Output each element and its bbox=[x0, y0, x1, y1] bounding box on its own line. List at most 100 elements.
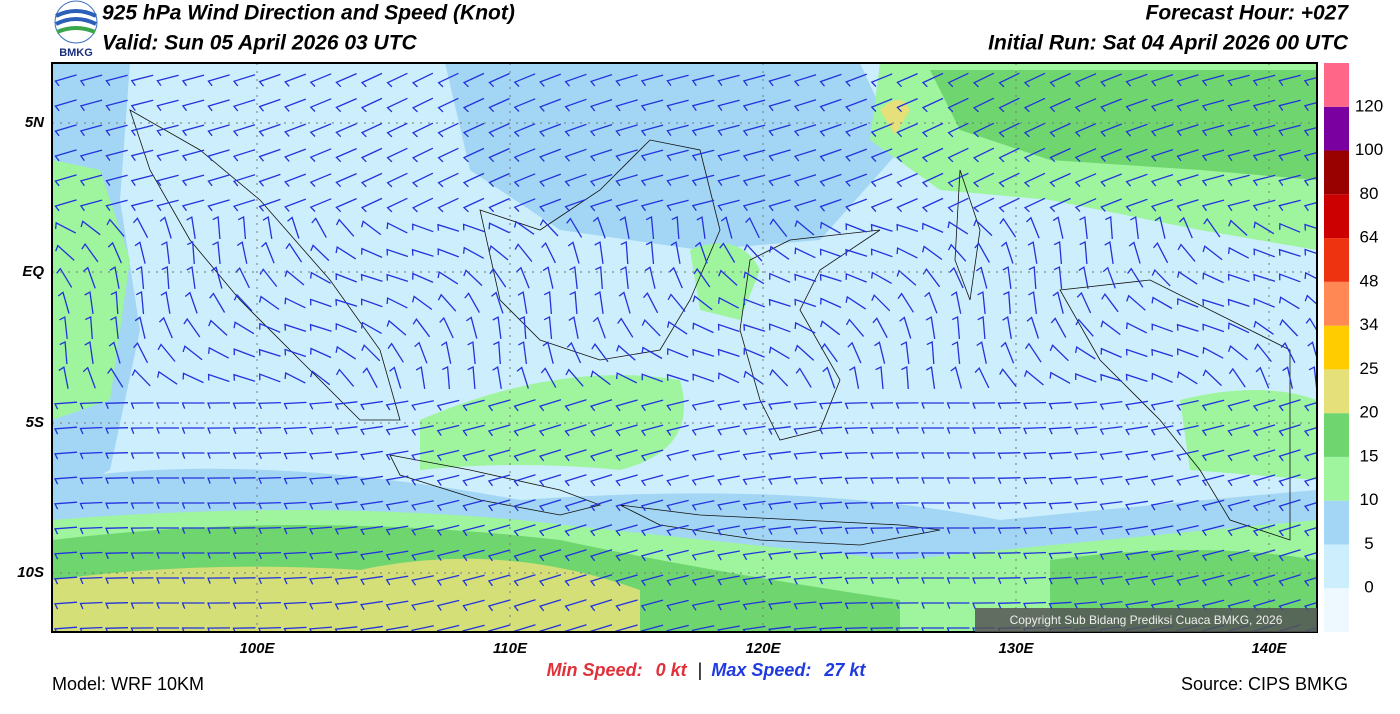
wind-barb bbox=[719, 242, 736, 263]
wind-barb bbox=[1227, 549, 1250, 562]
wind-barb bbox=[462, 197, 485, 213]
wind-barb bbox=[335, 173, 357, 188]
wind-barb bbox=[513, 424, 536, 437]
wind-barb bbox=[232, 602, 256, 609]
wind-barb bbox=[946, 577, 970, 584]
wind-barb bbox=[287, 216, 300, 239]
wind-barb bbox=[895, 577, 919, 584]
wind-barb bbox=[513, 123, 536, 137]
wind-barb bbox=[462, 399, 485, 412]
wind-barb bbox=[870, 73, 893, 87]
wind-barb bbox=[896, 98, 918, 113]
wind-barb bbox=[844, 576, 868, 585]
wind-barb bbox=[232, 552, 256, 559]
wind-barb bbox=[411, 575, 434, 586]
wind-barb bbox=[921, 602, 944, 609]
wind-barb bbox=[232, 427, 256, 434]
wind-barb bbox=[896, 173, 918, 188]
wind-barb bbox=[1227, 74, 1250, 87]
wind-barb bbox=[768, 174, 791, 187]
wind-barb bbox=[1177, 297, 1199, 308]
wind-barb bbox=[589, 499, 613, 512]
wind-barb bbox=[640, 474, 664, 487]
wind-barb bbox=[1202, 346, 1224, 359]
wind-barb bbox=[1176, 499, 1199, 511]
wind-barb bbox=[132, 217, 149, 239]
wind-barb bbox=[209, 292, 226, 313]
wind-barb bbox=[157, 343, 176, 362]
wind-barb bbox=[1228, 367, 1246, 388]
wind-barb bbox=[616, 344, 636, 361]
wind-barb bbox=[411, 500, 434, 511]
wind-barb bbox=[666, 99, 689, 111]
colorbar-box bbox=[1324, 369, 1349, 414]
wind-barb bbox=[997, 452, 1021, 460]
wind-barb bbox=[1278, 174, 1301, 186]
wind-barb bbox=[870, 248, 893, 258]
wind-barb bbox=[108, 341, 121, 364]
wind-barb bbox=[232, 477, 256, 484]
wind-barb bbox=[1252, 199, 1276, 211]
wind-barb bbox=[53, 426, 78, 435]
wind-barb bbox=[385, 550, 409, 561]
wind-barb bbox=[1201, 449, 1225, 461]
wind-barb bbox=[1253, 221, 1275, 235]
wind-barb bbox=[564, 599, 587, 612]
wind-barb bbox=[1023, 426, 1047, 435]
wind-barb bbox=[742, 149, 766, 162]
wind-barb bbox=[182, 372, 204, 384]
wind-barb bbox=[181, 577, 205, 584]
wind-barb bbox=[360, 172, 383, 188]
wind-barb bbox=[79, 199, 103, 212]
wind-barb bbox=[844, 426, 868, 435]
wind-barb bbox=[1203, 217, 1221, 238]
wind-barb bbox=[693, 267, 711, 288]
wind-barb bbox=[360, 425, 383, 436]
wind-barb bbox=[233, 348, 256, 358]
wind-barb bbox=[1176, 199, 1199, 212]
wind-barb bbox=[540, 367, 557, 388]
wind-barb bbox=[437, 147, 459, 163]
wind-barb bbox=[1125, 322, 1148, 334]
colorbar-label: 20 bbox=[1360, 403, 1379, 422]
wind-barb bbox=[615, 99, 638, 112]
wind-barb bbox=[619, 216, 630, 239]
colorbar-label: 120 bbox=[1355, 96, 1383, 115]
wind-barb bbox=[232, 577, 256, 584]
wind-barb bbox=[925, 316, 936, 340]
wind-barb bbox=[819, 551, 843, 560]
wind-barb bbox=[564, 474, 587, 487]
wind-barb bbox=[57, 291, 70, 314]
wind-barb bbox=[207, 452, 231, 459]
wind-barb bbox=[105, 502, 129, 510]
lat-label: 10S bbox=[17, 564, 44, 581]
wind-barb bbox=[666, 399, 689, 411]
wind-barb bbox=[691, 124, 715, 136]
wind-barb bbox=[1177, 348, 1199, 358]
wind-barb bbox=[259, 373, 281, 383]
wind-barb bbox=[896, 198, 918, 213]
wind-barb bbox=[386, 147, 408, 163]
wind-barb bbox=[1073, 451, 1098, 460]
wind-barb bbox=[569, 266, 578, 289]
wind-barb bbox=[615, 449, 638, 462]
wind-barb bbox=[951, 316, 961, 340]
wind-barb bbox=[1201, 199, 1225, 212]
wind-barb bbox=[437, 293, 457, 312]
wind-barb bbox=[793, 124, 817, 137]
wind-barb bbox=[360, 525, 383, 536]
wind-barb bbox=[207, 149, 230, 162]
wind-barb bbox=[1252, 549, 1276, 562]
wind-barb bbox=[1105, 215, 1113, 240]
wind-barb bbox=[130, 174, 154, 186]
wind-barb bbox=[79, 149, 103, 162]
wind-barb bbox=[1049, 371, 1071, 384]
wind-barb bbox=[1279, 273, 1301, 283]
wind-barb bbox=[1304, 294, 1317, 306]
wind-barb bbox=[819, 526, 843, 535]
wind-barb bbox=[1252, 474, 1276, 487]
wind-barb bbox=[1026, 316, 1040, 339]
wind-barb bbox=[870, 502, 894, 510]
wind-barb bbox=[1073, 576, 1098, 585]
wind-barb bbox=[1099, 600, 1123, 611]
